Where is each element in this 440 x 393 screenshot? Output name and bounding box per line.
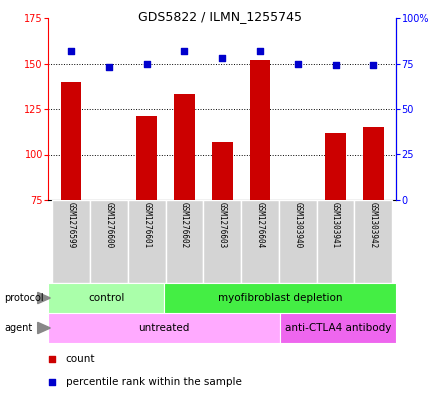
Bar (136, 116, 157, 200)
Bar (165, 200, 203, 283)
Bar (164, 283, 396, 313)
Text: GSM1303941: GSM1303941 (331, 202, 340, 249)
Bar (363, 127, 384, 200)
Bar (48, 283, 164, 313)
Bar (241, 200, 279, 283)
Polygon shape (38, 292, 50, 304)
Text: protocol: protocol (4, 293, 44, 303)
Bar (52, 200, 90, 283)
Bar (317, 200, 355, 283)
Bar (61, 82, 81, 200)
Polygon shape (38, 322, 50, 334)
Text: GSM1276599: GSM1276599 (66, 202, 76, 249)
Point (332, 62, 339, 68)
Point (48, 378, 55, 385)
Point (105, 64, 112, 70)
Point (257, 48, 264, 54)
Text: count: count (66, 354, 95, 364)
Bar (325, 133, 346, 200)
Bar (280, 313, 396, 343)
Bar (203, 200, 241, 283)
Point (370, 62, 377, 68)
Bar (128, 200, 165, 283)
Text: GSM1303942: GSM1303942 (369, 202, 378, 249)
Bar (48, 313, 280, 343)
Text: GSM1276604: GSM1276604 (256, 202, 264, 249)
Text: GSM1276602: GSM1276602 (180, 202, 189, 249)
Point (48, 356, 55, 362)
Text: anti-CTLA4 antibody: anti-CTLA4 antibody (285, 323, 391, 333)
Text: GSM1276600: GSM1276600 (104, 202, 114, 249)
Point (181, 48, 188, 54)
Text: GSM1276601: GSM1276601 (142, 202, 151, 249)
Bar (212, 142, 233, 200)
Bar (90, 200, 128, 283)
Text: GSM1303940: GSM1303940 (293, 202, 302, 249)
Point (294, 61, 301, 67)
Text: percentile rank within the sample: percentile rank within the sample (66, 377, 242, 387)
Bar (174, 94, 195, 200)
Bar (279, 200, 317, 283)
Point (143, 61, 150, 67)
Text: GSM1276603: GSM1276603 (218, 202, 227, 249)
Text: myofibroblast depletion: myofibroblast depletion (218, 293, 342, 303)
Text: untreated: untreated (139, 323, 190, 333)
Text: GDS5822 / ILMN_1255745: GDS5822 / ILMN_1255745 (138, 10, 302, 23)
Bar (249, 60, 270, 200)
Point (68, 48, 75, 54)
Text: agent: agent (4, 323, 33, 333)
Text: control: control (88, 293, 125, 303)
Point (219, 55, 226, 61)
Bar (355, 200, 392, 283)
